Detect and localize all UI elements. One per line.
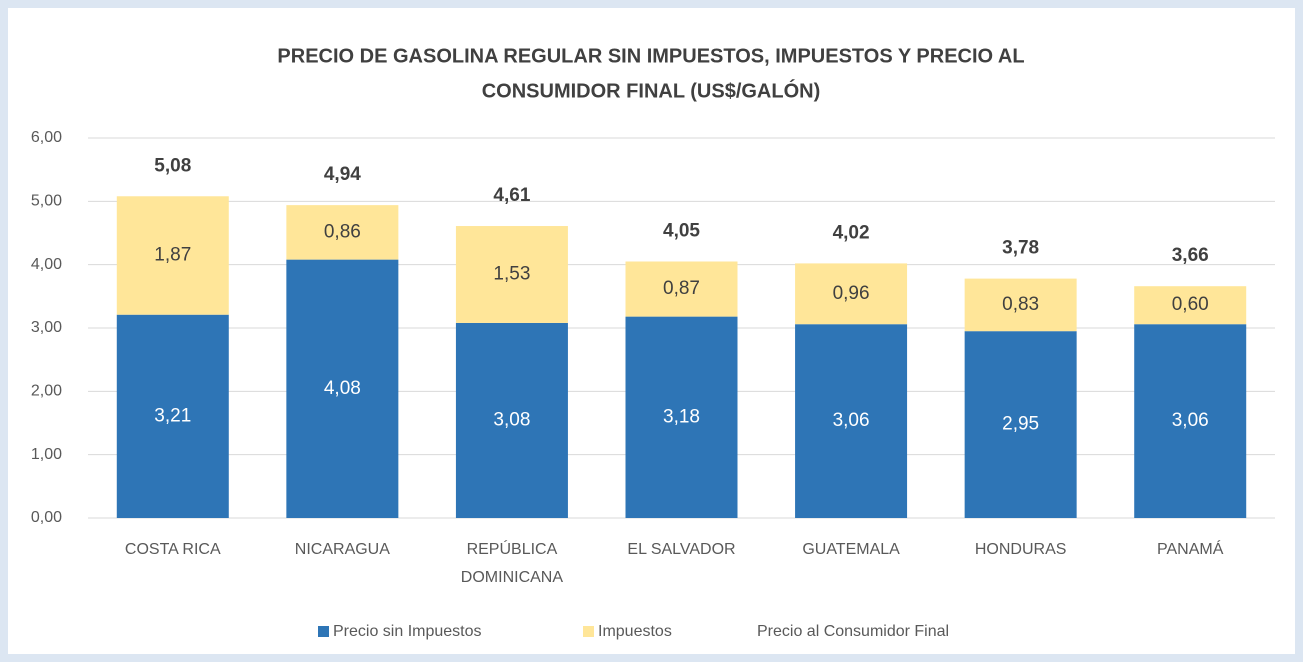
data-label: 3,08 [493, 409, 530, 430]
bar-segment [795, 324, 908, 518]
legend-label: Precio al Consumidor Final [757, 623, 949, 640]
legend-swatch [583, 626, 594, 637]
data-label: 3,18 [663, 406, 700, 427]
total-label: 4,05 [663, 221, 700, 242]
x-tick-label: GUATEMALA [802, 541, 900, 558]
data-label: 2,95 [1002, 414, 1039, 435]
bar-segment [1134, 324, 1247, 518]
data-label: 3,06 [1172, 410, 1209, 431]
x-tick-label: PANAMÁ [1157, 541, 1224, 558]
legend-swatch [318, 626, 329, 637]
data-label: 4,08 [324, 378, 361, 399]
data-label: 1,53 [493, 263, 530, 284]
bar-segment [625, 316, 738, 518]
x-tick-label: NICARAGUA [294, 541, 390, 558]
legend-label: Impuestos [598, 623, 672, 640]
bar-segment [964, 278, 1077, 332]
data-label: 0,86 [324, 221, 361, 242]
bar-segment [286, 205, 399, 260]
total-label: 5,08 [154, 155, 191, 176]
data-label: 3,21 [154, 405, 191, 426]
data-label: 3,06 [833, 410, 870, 431]
chart-title: PRECIO DE GASOLINA REGULAR SIN IMPUESTOS… [277, 45, 1024, 67]
y-tick-label: 1,00 [31, 446, 62, 463]
data-label: 0,96 [833, 283, 870, 304]
bar-segment [1134, 286, 1247, 325]
data-label: 0,83 [1002, 294, 1039, 315]
legend-label: Precio sin Impuestos [333, 623, 482, 640]
total-label: 4,02 [833, 222, 870, 243]
bar-segment [455, 322, 568, 518]
total-label: 4,94 [324, 164, 361, 185]
y-tick-label: 0,00 [31, 509, 62, 526]
y-tick-label: 4,00 [31, 256, 62, 273]
y-tick-label: 3,00 [31, 319, 62, 336]
x-tick-label: EL SALVADOR [627, 541, 736, 558]
total-label: 3,78 [1002, 238, 1039, 259]
x-tick-label: REPÚBLICA DOMINICANA [460, 541, 564, 586]
y-tick-label: 2,00 [31, 383, 62, 400]
x-tick-label: COSTA RICA [124, 541, 221, 558]
bar-segment [625, 261, 738, 317]
bar-segment [455, 226, 568, 323]
bar-segment [286, 259, 399, 518]
data-label: 0,87 [663, 278, 700, 299]
data-label: 0,60 [1172, 294, 1209, 315]
chart-title: CONSUMIDOR FINAL (US$/GALÓN) [482, 78, 821, 102]
total-label: 4,61 [493, 185, 530, 206]
x-tick-label: HONDURAS [974, 541, 1067, 558]
y-tick-label: 6,00 [31, 129, 62, 146]
bar-segment [795, 263, 908, 325]
bar-segment [116, 196, 229, 315]
bar-segment [116, 314, 229, 518]
data-label: 1,87 [154, 244, 191, 265]
total-label: 3,66 [1172, 245, 1209, 266]
bar-segment [964, 331, 1077, 518]
y-tick-label: 5,00 [31, 193, 62, 210]
